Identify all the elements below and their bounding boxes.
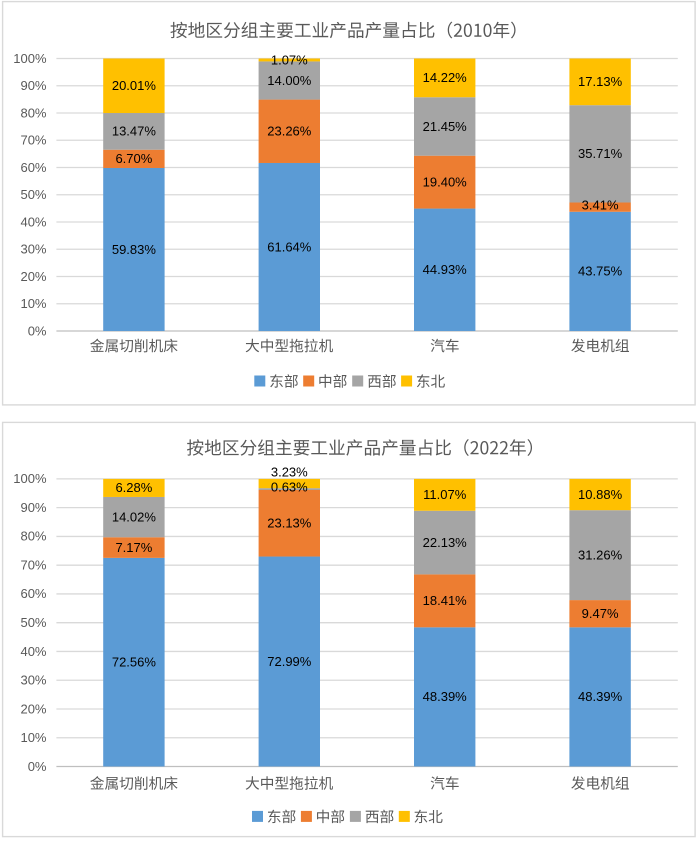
svg-text:10.88%: 10.88%	[578, 487, 623, 502]
svg-text:14.02%: 14.02%	[112, 509, 157, 524]
svg-text:20.01%: 20.01%	[112, 78, 157, 93]
svg-text:100%: 100%	[13, 51, 47, 66]
svg-text:90%: 90%	[20, 500, 46, 515]
svg-text:21.45%: 21.45%	[423, 119, 468, 134]
svg-text:14.00%: 14.00%	[267, 73, 312, 88]
svg-text:50%: 50%	[20, 187, 46, 202]
svg-text:44.93%: 44.93%	[423, 262, 468, 277]
svg-text:48.39%: 48.39%	[423, 689, 468, 704]
svg-text:40%: 40%	[20, 644, 46, 659]
svg-text:80%: 80%	[20, 529, 46, 544]
svg-text:61.64%: 61.64%	[267, 239, 312, 254]
svg-text:35.71%: 35.71%	[578, 146, 623, 161]
svg-text:90%: 90%	[20, 78, 46, 93]
svg-text:0.63%: 0.63%	[271, 480, 308, 495]
svg-text:3.41%: 3.41%	[582, 197, 619, 212]
svg-text:70%: 70%	[20, 133, 46, 148]
svg-text:40%: 40%	[20, 214, 46, 229]
svg-text:72.56%: 72.56%	[112, 654, 157, 669]
svg-text:100%: 100%	[13, 471, 47, 486]
svg-text:19.40%: 19.40%	[423, 174, 468, 189]
svg-text:50%: 50%	[20, 615, 46, 630]
svg-text:72.99%: 72.99%	[267, 654, 312, 669]
svg-text:48.39%: 48.39%	[578, 689, 623, 704]
svg-text:14.22%: 14.22%	[423, 70, 468, 85]
svg-text:70%: 70%	[20, 557, 46, 572]
svg-text:60%: 60%	[20, 586, 46, 601]
svg-text:18.41%: 18.41%	[423, 593, 468, 608]
svg-text:22.13%: 22.13%	[423, 535, 468, 550]
svg-text:10%: 10%	[20, 730, 46, 745]
svg-text:10%: 10%	[20, 296, 46, 311]
svg-text:6.70%: 6.70%	[115, 151, 152, 166]
svg-text:30%: 30%	[20, 673, 46, 688]
svg-text:59.83%: 59.83%	[112, 242, 157, 257]
svg-text:31.26%: 31.26%	[578, 547, 623, 562]
svg-text:20%: 20%	[20, 269, 46, 284]
svg-text:3.23%: 3.23%	[271, 465, 308, 480]
svg-text:23.26%: 23.26%	[267, 124, 312, 139]
svg-text:60%: 60%	[20, 160, 46, 175]
svg-text:43.75%: 43.75%	[578, 264, 623, 279]
svg-text:20%: 20%	[20, 701, 46, 716]
svg-text:1.07%: 1.07%	[271, 52, 308, 67]
svg-text:13.47%: 13.47%	[112, 124, 157, 139]
svg-text:7.17%: 7.17%	[115, 540, 152, 555]
svg-text:6.28%: 6.28%	[115, 480, 152, 495]
svg-text:30%: 30%	[20, 242, 46, 257]
svg-text:0%: 0%	[28, 323, 47, 338]
svg-text:9.47%: 9.47%	[582, 606, 619, 621]
svg-text:17.13%: 17.13%	[578, 74, 623, 89]
svg-text:80%: 80%	[20, 105, 46, 120]
svg-text:23.13%: 23.13%	[267, 516, 312, 531]
svg-text:11.07%: 11.07%	[423, 487, 467, 502]
svg-text:0%: 0%	[28, 759, 47, 774]
